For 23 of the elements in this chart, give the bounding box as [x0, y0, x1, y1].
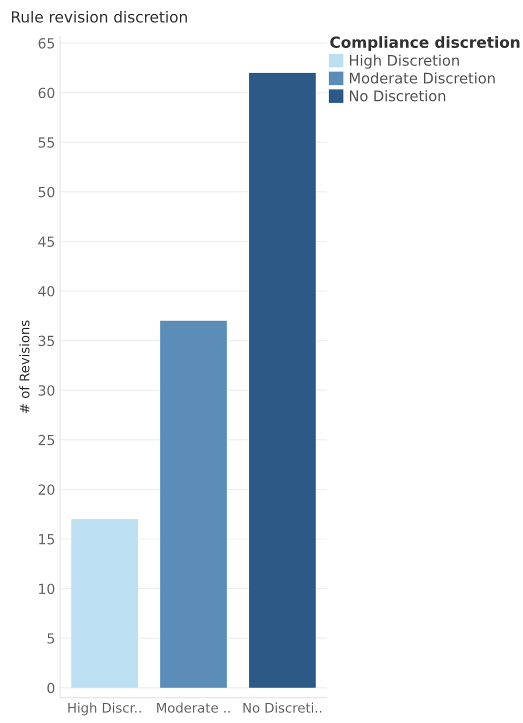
y-tick-label: 5: [48, 633, 54, 644]
legend-label: Moderate Discretion: [350, 72, 495, 84]
y-tick-label: 40: [38, 286, 54, 297]
x-tick-label: High Discr..: [68, 702, 141, 716]
y-tick-label: 60: [38, 88, 54, 98]
y-tick-label: 15: [39, 534, 54, 544]
y-axis-title: # of Revisions: [19, 320, 30, 413]
y-tick-label: 65: [38, 38, 54, 49]
y-tick-label: 25: [38, 434, 54, 446]
y-tick-label: 10: [39, 584, 54, 594]
y-tick-label: 35: [38, 336, 54, 346]
chart-title: Rule revision discretion: [12, 10, 187, 23]
y-tick-label: 30: [38, 385, 54, 396]
y-tick-label: 20: [38, 484, 54, 495]
legend-title: Compliance discretion: [330, 36, 520, 51]
legend-label: High Discretion: [350, 54, 459, 69]
y-tick-label: 0: [47, 682, 54, 694]
y-tick-label: 45: [38, 236, 54, 247]
y-tick-label: 55: [38, 137, 54, 148]
y-tick-label: 50: [38, 186, 54, 198]
legend-label: No Discretion: [350, 90, 446, 102]
x-tick-label: Moderate ..: [157, 702, 230, 713]
x-tick-label: No Discreti..: [243, 702, 322, 713]
